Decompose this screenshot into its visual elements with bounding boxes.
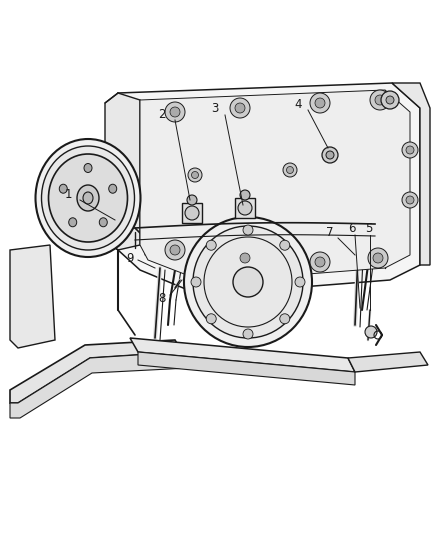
Polygon shape [105,93,140,250]
Polygon shape [140,90,410,282]
Circle shape [310,93,330,113]
Circle shape [368,248,388,268]
Circle shape [315,98,325,108]
Text: 4: 4 [294,99,302,111]
Circle shape [402,192,418,208]
Circle shape [238,201,252,215]
Polygon shape [182,203,202,223]
Circle shape [240,253,250,263]
Circle shape [315,257,325,267]
Circle shape [373,253,383,263]
Circle shape [191,277,201,287]
Circle shape [188,168,202,182]
Ellipse shape [83,192,93,204]
Circle shape [370,90,390,110]
Circle shape [170,245,180,255]
Ellipse shape [84,164,92,173]
Circle shape [295,277,305,287]
Polygon shape [10,340,182,403]
Polygon shape [130,338,355,372]
Circle shape [310,252,330,272]
Circle shape [326,151,334,159]
Text: 2: 2 [158,109,166,122]
Ellipse shape [33,137,142,259]
Circle shape [165,102,185,122]
Circle shape [230,98,250,118]
Polygon shape [235,198,255,218]
Polygon shape [10,245,55,348]
Ellipse shape [99,218,107,227]
Circle shape [243,329,253,339]
Circle shape [187,195,197,205]
Text: 9: 9 [126,252,134,264]
Ellipse shape [184,217,312,347]
Circle shape [322,147,338,163]
Polygon shape [392,83,430,265]
Circle shape [240,190,250,200]
Circle shape [206,240,216,250]
Circle shape [386,96,394,104]
Circle shape [286,166,293,174]
Circle shape [235,103,245,113]
Circle shape [283,163,297,177]
Circle shape [191,172,198,179]
Ellipse shape [69,218,77,227]
Ellipse shape [193,226,303,338]
Circle shape [280,240,290,250]
Circle shape [402,142,418,158]
Ellipse shape [77,185,99,211]
Ellipse shape [35,139,141,257]
Text: 1: 1 [64,189,72,201]
Circle shape [381,91,399,109]
Circle shape [170,107,180,117]
Ellipse shape [49,154,127,242]
Polygon shape [118,83,420,295]
Text: 8: 8 [158,292,166,304]
Circle shape [375,95,385,105]
Circle shape [185,206,199,220]
Text: 3: 3 [211,101,219,115]
Polygon shape [138,352,355,385]
Circle shape [365,326,377,338]
Ellipse shape [109,184,117,193]
Circle shape [406,196,414,204]
Circle shape [243,225,253,235]
Text: 6: 6 [348,222,356,235]
Ellipse shape [233,267,263,297]
Circle shape [280,314,290,324]
Circle shape [165,240,185,260]
Text: 5: 5 [365,222,373,235]
Polygon shape [10,352,188,418]
Ellipse shape [59,184,67,193]
Polygon shape [348,352,428,372]
Text: 7: 7 [326,227,334,239]
Circle shape [206,314,216,324]
Circle shape [406,146,414,154]
Ellipse shape [42,146,134,250]
Circle shape [235,248,255,268]
